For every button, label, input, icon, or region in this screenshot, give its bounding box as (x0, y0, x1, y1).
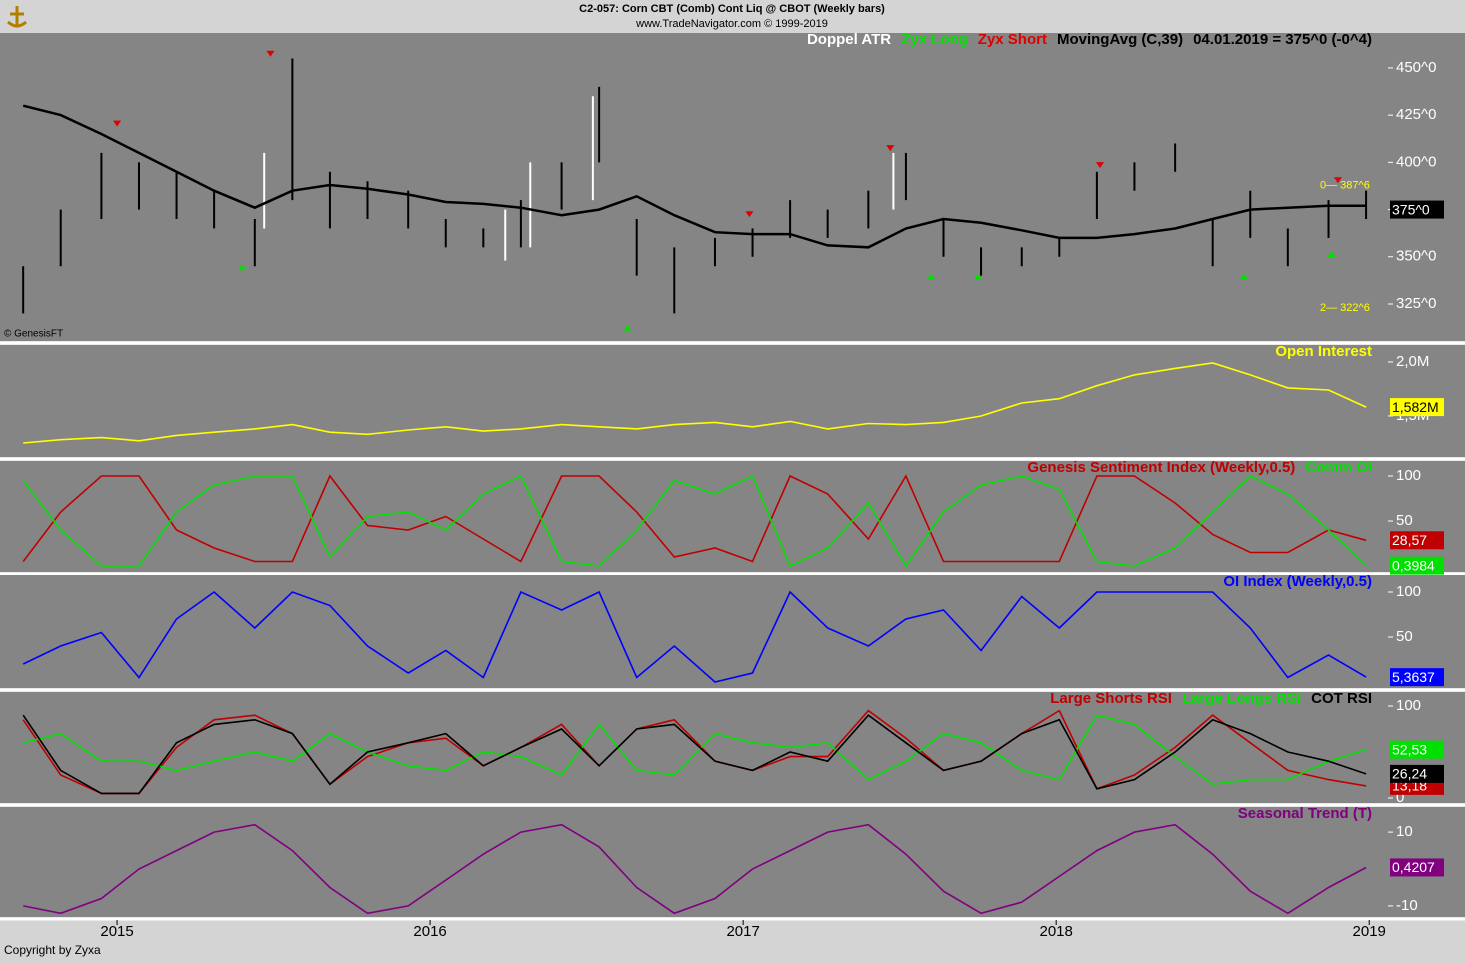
panel (0, 461, 1465, 572)
panel (0, 575, 1465, 688)
last-value-box (1390, 668, 1444, 687)
signal-marker (623, 324, 632, 331)
legend-entry: 04.01.2019 = 375^0 (-0^4) (1193, 31, 1372, 48)
last-value-box (1390, 200, 1444, 219)
signal-marker (745, 211, 754, 218)
y-tick-label: 100 (1396, 583, 1421, 600)
x-tick-label: 2019 (1353, 923, 1386, 940)
signal-marker (886, 145, 895, 152)
x-tick-label: 2016 (413, 923, 446, 940)
watermark: © GenesisFT (4, 329, 63, 340)
last-value: 1,582M (1392, 399, 1439, 415)
series-line (23, 823, 1367, 915)
series-line (23, 714, 1367, 786)
x-tick-label: 2015 (100, 923, 133, 940)
y-tick-label: 400^0 (1396, 153, 1436, 170)
signal-marker (1240, 273, 1249, 280)
series-line (22, 474, 1367, 563)
x-tick-label: 2017 (726, 923, 759, 940)
panel (0, 692, 1465, 803)
panel (0, 33, 1465, 341)
annotation: 2— 322^6 (1320, 302, 1370, 314)
y-tick-label: 325^0 (1396, 295, 1436, 312)
last-value: 0,4207 (1392, 859, 1435, 875)
last-value-box (1390, 858, 1444, 877)
signal-marker (1333, 177, 1342, 184)
footer: Copyright by Zyxa (4, 943, 101, 957)
panel (0, 807, 1465, 917)
y-tick-label: 100 (1396, 697, 1421, 714)
series-line (22, 104, 1367, 249)
y-tick-label: 50 (1396, 512, 1413, 529)
legend-entry: MovingAvg (C,39) (1057, 31, 1183, 48)
x-tick-label: 2018 (1039, 923, 1072, 940)
last-value-box (1390, 556, 1444, 575)
y-tick-label: -10 (1396, 897, 1418, 914)
last-value-box (1390, 398, 1444, 417)
series-line (22, 474, 1367, 568)
legend-entry: Large Longs RSI (1182, 690, 1301, 707)
last-value: 52,53 (1392, 741, 1427, 757)
y-tick-label: 0 (1396, 789, 1404, 806)
last-value: 5,3637 (1392, 669, 1435, 685)
series-line (22, 709, 1367, 795)
signal-marker (1327, 251, 1336, 257)
y-tick-label: 350^0 (1396, 248, 1436, 265)
y-tick-label: 2,0M (1396, 353, 1429, 370)
signal-marker (1096, 162, 1105, 169)
last-value: 26,24 (1392, 766, 1427, 782)
signal-marker (113, 120, 122, 127)
legend-entry: Genesis Sentiment Index (Weekly,0.5) (1027, 459, 1295, 476)
annotation: 0— 387^6 (1320, 179, 1370, 191)
y-tick-label: 100 (1396, 467, 1421, 484)
signal-marker (266, 50, 275, 57)
y-tick-label: 450^0 (1396, 59, 1436, 76)
series-line (22, 590, 1367, 683)
last-value: 375^0 (1392, 201, 1430, 217)
y-tick-label: 10 (1396, 823, 1413, 840)
signal-marker (926, 273, 935, 280)
signal-marker (973, 273, 982, 280)
legend-entry: Open Interest (1275, 343, 1372, 360)
header-subtitle: www.TradeNavigator.com © 1999-2019 (635, 18, 828, 30)
legend-entry: Seasonal Trend (T) (1238, 805, 1372, 822)
last-value-box (1390, 531, 1444, 550)
legend-entry: OI Index (Weekly,0.5) (1223, 573, 1372, 590)
last-value-box (1390, 764, 1444, 783)
y-tick-label: 50 (1396, 628, 1413, 645)
panel (0, 345, 1465, 457)
legend-entry: Zyx Long (901, 31, 968, 48)
legend-entry: COT RSI (1311, 690, 1372, 707)
series-line (23, 362, 1367, 444)
legend-entry: Doppel ATR (807, 31, 891, 48)
last-value: 0,3984 (1392, 557, 1435, 573)
legend-entry: Large Shorts RSI (1050, 690, 1172, 707)
signal-marker (238, 264, 247, 271)
last-value: 28,57 (1392, 532, 1427, 548)
legend-entry: Comm OI (1305, 459, 1372, 476)
y-tick-label: 425^0 (1396, 106, 1436, 123)
logo (4, 4, 30, 28)
legend-entry: Zyx Short (978, 31, 1047, 48)
last-value-box (1390, 740, 1444, 759)
header-title: C2-057: Corn CBT (Comb) Cont Liq @ CBOT … (579, 3, 885, 15)
series-line (22, 714, 1367, 795)
